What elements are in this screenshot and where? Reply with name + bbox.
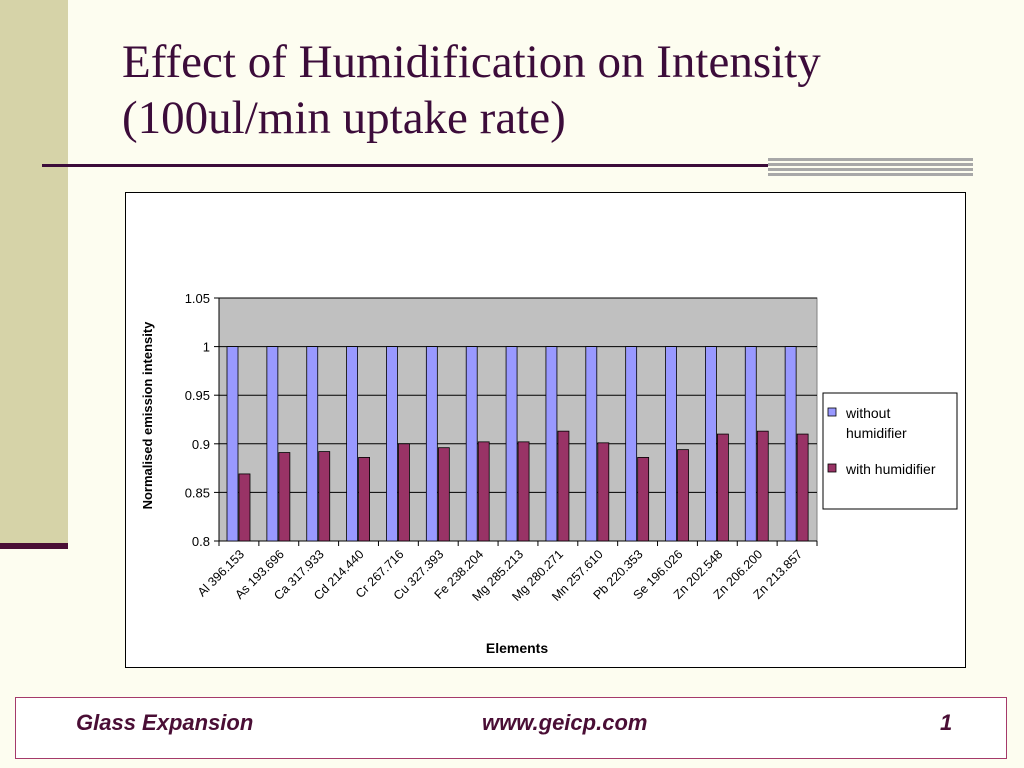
page-number: 1 (940, 710, 953, 735)
bar-without-humidifier (266, 346, 279, 542)
bar-without-humidifier (625, 346, 638, 542)
legend-label-without: without humidifier (845, 405, 907, 441)
y-tick-label: 0.95 (185, 388, 210, 403)
bar-with-humidifier (517, 441, 530, 542)
x-axis-title: Elements (486, 640, 548, 656)
legend-box (822, 392, 958, 510)
bar-with-humidifier (756, 430, 769, 542)
y-tick-label: 0.8 (192, 534, 210, 549)
legend-swatch-with (827, 463, 837, 473)
bar-without-humidifier (545, 346, 558, 542)
side-decor-underline (0, 543, 68, 549)
bar-with-humidifier (477, 441, 490, 542)
chart-frame: 0.8 0.85 0.9 0.95 1 1.05 Al 396.153 As 193.696 C… (125, 192, 966, 668)
bar-with-humidifier (557, 430, 570, 542)
y-tick-label: 1.05 (185, 291, 210, 306)
legend-swatch-without (827, 407, 837, 417)
bar-without-humidifier (346, 346, 359, 542)
bar-without-humidifier (705, 346, 717, 542)
slide-title-line2: (100ul/min uptake rate) (122, 92, 566, 144)
bar-without-humidifier (665, 346, 677, 542)
bar-with-humidifier (398, 443, 410, 542)
bar-with-humidifier (318, 451, 331, 542)
bar-with-humidifier (717, 433, 729, 542)
bar-with-humidifier (278, 452, 291, 542)
bar-without-humidifier (465, 346, 478, 542)
bar-without-humidifier (226, 346, 239, 542)
bar-with-humidifier (358, 457, 371, 542)
bar-without-humidifier (425, 346, 438, 542)
title-divider (42, 164, 772, 167)
y-tick-label: 0.85 (185, 485, 210, 500)
y-axis-title: Normalised emission intensity (140, 321, 155, 510)
y-tick-label: 0.9 (192, 437, 210, 452)
footer-url[interactable]: www.geicp.com (482, 710, 648, 735)
bar-with-humidifier (677, 449, 689, 542)
bar-with-humidifier (437, 447, 450, 542)
bar-with-humidifier (238, 473, 251, 542)
bar-with-humidifier (796, 433, 809, 542)
legend-label-with: with humidifier (845, 461, 936, 477)
slide-title: Effect of Humidification on Intensity (1… (122, 34, 1002, 146)
slide-title-line1: Effect of Humidification on Intensity (122, 36, 821, 88)
title-divider-accent (768, 158, 973, 178)
bar-without-humidifier (784, 346, 797, 542)
y-tick-label: 1 (203, 340, 210, 355)
bar-without-humidifier (744, 346, 757, 542)
bar-without-humidifier (386, 346, 398, 542)
footer-brand: Glass Expansion (76, 710, 254, 735)
bar-without-humidifier (306, 346, 319, 542)
bar-without-humidifier (585, 346, 598, 542)
bar-with-humidifier (637, 457, 650, 542)
bar-without-humidifier (505, 346, 518, 542)
footer-bar: Glass Expansion www.geicp.com 1 (15, 697, 1007, 759)
side-decor-bar (0, 0, 68, 548)
bar-with-humidifier (597, 442, 610, 542)
